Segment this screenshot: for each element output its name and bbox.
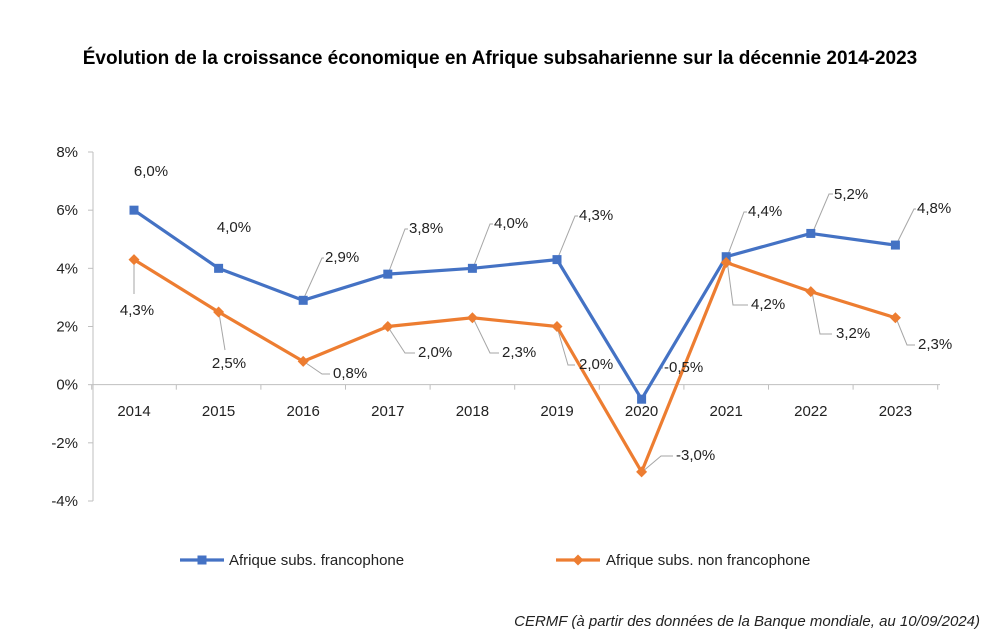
data-point-marker: [637, 394, 647, 404]
label-leader-line: [472, 317, 499, 354]
y-tick-label: 8%: [56, 144, 78, 161]
data-point-marker: [214, 263, 224, 273]
data-point-marker: [466, 312, 478, 324]
label-leader-line: [556, 326, 575, 366]
data-label: 4,2%: [751, 296, 785, 313]
x-tick-label: 2020: [625, 403, 658, 420]
data-point-marker: [721, 252, 731, 262]
series-line-non-francophone: [133, 258, 896, 474]
x-tick-label: 2022: [794, 403, 827, 420]
label-leader-line: [387, 228, 408, 275]
data-label: -3,0%: [676, 447, 715, 464]
data-point-marker: [382, 321, 394, 332]
label-leader-line: [641, 455, 673, 473]
y-tick-label: 2%: [56, 319, 78, 336]
data-point-marker: [383, 269, 393, 279]
data-point-marker: [551, 321, 563, 332]
label-leader-line: [218, 312, 226, 351]
data-point-marker: [720, 257, 732, 269]
chart-title: Évolution de la croissance économique en…: [82, 48, 918, 69]
data-label: 2,0%: [418, 344, 452, 361]
data-point-marker: [889, 312, 901, 324]
data-label: 2,9%: [325, 249, 359, 266]
x-tick-label: 2016: [287, 403, 320, 420]
x-tick-label: 2017: [371, 403, 404, 420]
x-tick-label: 2019: [540, 403, 573, 420]
data-label: 4,0%: [217, 219, 251, 236]
data-label: 6,0%: [134, 163, 168, 180]
label-leader-line: [472, 223, 493, 269]
label-leader-line: [811, 291, 832, 335]
data-label: -0,5%: [664, 359, 703, 376]
y-tick-label: 4%: [56, 260, 78, 277]
y-tick-label: -4%: [51, 493, 78, 510]
legend-swatch-marker: [197, 555, 207, 565]
label-leader-line: [387, 326, 415, 354]
data-label: 2,3%: [502, 344, 536, 361]
data-label: 4,8%: [917, 200, 951, 217]
data-label: 4,4%: [748, 203, 782, 220]
data-label: 2,0%: [579, 356, 613, 373]
series-lines: [133, 208, 896, 474]
x-tick-label: 2021: [710, 403, 743, 420]
data-point-marker: [806, 228, 816, 238]
source-note: CERMF (à partir des données de la Banque…: [514, 613, 980, 630]
label-leader-line: [726, 211, 747, 258]
label-leader-line: [302, 360, 330, 375]
x-tick-label: 2018: [456, 403, 489, 420]
data-point-marker: [805, 286, 817, 298]
label-leader-line: [895, 317, 915, 346]
data-point-marker: [297, 355, 309, 367]
legend: Afrique subs. francophone Afrique subs. n…: [180, 552, 810, 569]
series-line-francophone: [133, 208, 896, 401]
data-point-marker: [128, 254, 140, 266]
data-label: 3,8%: [409, 220, 443, 237]
label-leader-line: [302, 257, 324, 301]
y-tick-label: -2%: [51, 435, 78, 452]
data-label: 0,8%: [333, 365, 367, 382]
data-label: 4,3%: [120, 302, 154, 319]
legend-swatch-marker: [572, 554, 584, 566]
data-point-marker: [552, 255, 562, 265]
data-label: 4,3%: [579, 207, 613, 224]
data-point-marker: [213, 306, 225, 318]
data-label: 2,3%: [918, 336, 952, 353]
data-labels: 6,0% 4,0% 2,9% 3,8% 4,0% 4,3% -0,5% 4,4% 5,2% 4,8…: [120, 163, 952, 464]
data-point-marker: [298, 295, 308, 305]
data-label: 3,2%: [836, 325, 870, 342]
legend-label: Afrique subs. non francophone: [606, 552, 810, 569]
series-markers: [128, 205, 901, 478]
x-tick-label: 2015: [202, 403, 235, 420]
x-tick-label: 2023: [879, 403, 912, 420]
label-leader-line: [556, 215, 578, 261]
axes: 8% 6% 4% 2% 0% -2% -4% 2014 2015 2016 2017 2018 2019…: [51, 144, 940, 510]
y-tick-label: 0%: [56, 377, 78, 394]
y-tick-label: 6%: [56, 202, 78, 219]
label-leader-line: [895, 208, 916, 246]
data-point-marker: [467, 263, 477, 273]
data-label: 2,5%: [212, 355, 246, 372]
label-leader-line: [726, 259, 748, 306]
data-point-marker: [636, 466, 648, 478]
x-tick-label: 2014: [117, 403, 150, 420]
data-label: 4,0%: [494, 215, 528, 232]
data-point-marker: [890, 240, 900, 250]
legend-label: Afrique subs. francophone: [229, 552, 404, 569]
data-point-marker: [129, 205, 139, 215]
label-leader-line: [811, 193, 833, 235]
data-label: 5,2%: [834, 186, 868, 203]
